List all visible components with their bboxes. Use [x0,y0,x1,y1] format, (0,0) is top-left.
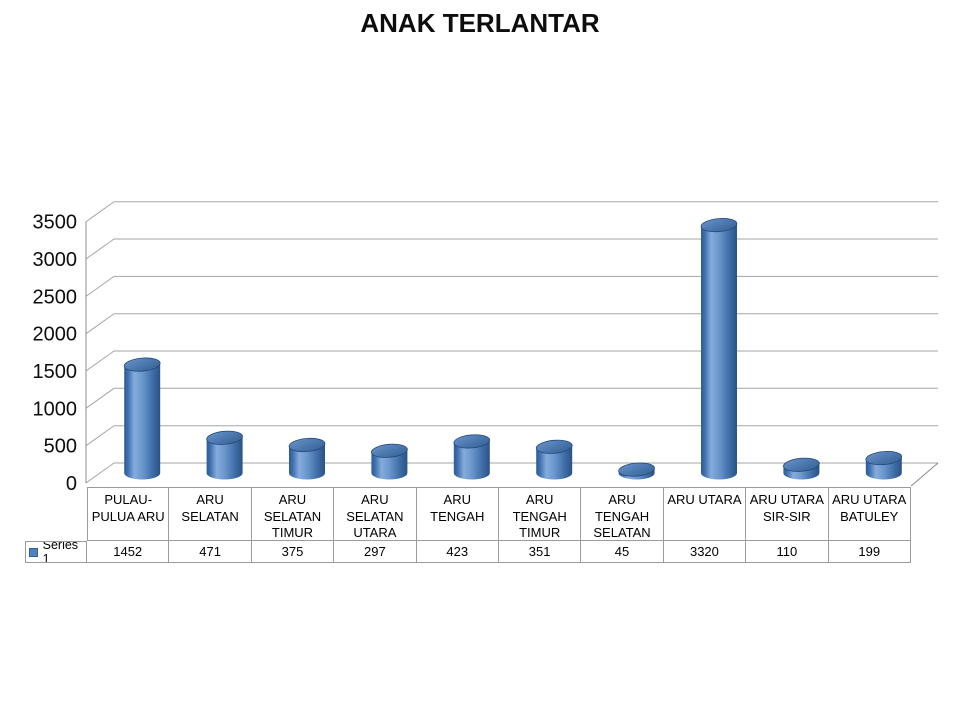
value-cell: 1452 [87,541,170,563]
y-tick-label: 2000 [33,324,78,346]
value-cell: 3320 [663,541,747,563]
legend-series-label: Series 1 [42,541,79,563]
category-header: ARU SELATAN UTARA [334,487,417,541]
value-cell: 351 [498,541,582,563]
floor-right-edge [910,462,939,487]
data-table: PULAU- PULUA ARU ARU SELATAN ARU SELATAN T… [25,487,911,563]
y-tick-label: 3000 [33,249,78,271]
bar-cylinder-body [701,225,737,480]
bar-cylinder-body [371,450,408,480]
bar-cylinder [288,437,326,480]
legend-cell: Series 1 [25,541,87,563]
bar-cylinder [123,357,161,480]
value-cell: 375 [251,541,335,563]
category-header: PULAU- PULUA ARU [87,487,170,541]
value-cell: 423 [416,541,499,563]
bar-cylinder-body [289,445,325,480]
bar-cylinder [371,443,408,480]
gridline [85,350,938,372]
value-cell: 110 [746,541,829,563]
y-tick-label: 500 [44,436,77,458]
bar-cylinder-body [536,446,573,480]
bar-cylinder [700,218,738,480]
category-header: ARU TENGAH [416,487,499,541]
bar-cylinder-top [783,457,820,472]
table-corner-spacer [25,487,87,541]
gridline [85,425,938,447]
bar-cylinder-top [700,218,738,233]
bar-cylinder-top [206,430,243,445]
y-tick-label: 0 [66,473,77,495]
bar-cylinder-top [371,443,408,458]
chart-title: ANAK TERLANTAR [360,8,600,38]
category-header: ARU SELATAN [169,487,252,541]
bar-cylinder [865,451,903,480]
category-header: ARU UTARA SIR-SIR [746,487,829,541]
gridline [85,462,938,484]
category-header: ARU TENGAH SELATAN [581,487,664,541]
bar-cylinder-top [123,357,161,372]
category-header: ARU UTARA BATULEY [828,487,911,541]
bar-cylinder-top [618,462,655,477]
y-tick-label: 1500 [33,361,78,383]
y-tick-label: 3500 [33,212,78,234]
value-cell: 199 [828,541,911,563]
gridline [85,201,938,223]
legend-key-icon [29,547,38,557]
value-cell: 45 [581,541,664,563]
category-header: ARU UTARA [663,487,747,541]
y-tick-label: 2500 [33,286,78,308]
bar-cylinder-body [453,441,490,480]
gridline [85,275,938,297]
bar-cylinder [783,457,820,480]
gridline [85,238,938,260]
bar-cylinder [206,430,243,480]
bar-cylinder-top [453,434,491,449]
bar-cylinder [535,439,573,480]
category-header: ARU TENGAH TIMUR [498,487,582,541]
bar-cylinder-body [124,364,161,480]
bar-cylinder [618,462,655,480]
bar-cylinder-top [288,437,326,453]
bar-cylinder-body [206,437,243,480]
y-tick-label: 1000 [33,398,78,420]
category-header: ARU SELATAN TIMUR [251,487,335,541]
gridline [85,313,938,335]
value-cell: 297 [334,541,417,563]
bar-cylinder [453,434,491,480]
value-cell: 471 [169,541,252,563]
gridline [85,387,938,409]
bar-cylinder-top [535,439,573,454]
bar-cylinder-top [865,451,903,466]
